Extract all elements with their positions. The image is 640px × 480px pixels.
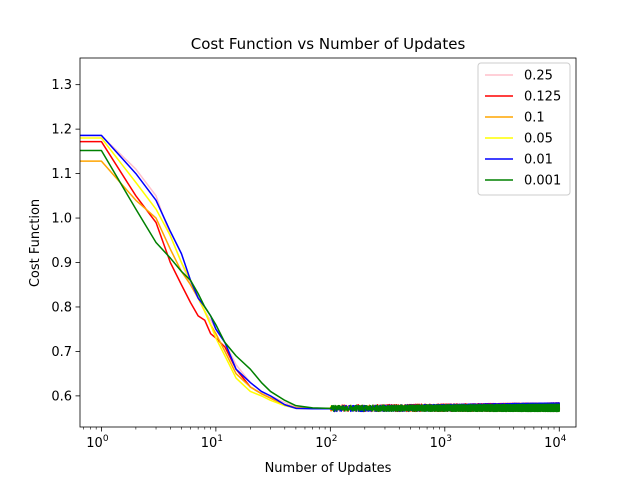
plot-area <box>79 57 577 428</box>
y-tick-label: 0.8 <box>51 300 72 315</box>
y-tick-label: 0.6 <box>51 389 72 404</box>
legend: 0.25 0.125 0.1 0.05 0.01 0.001 <box>477 62 571 196</box>
y-axis: 0.6 0.7 0.8 0.9 1.0 1.1 1.2 1.3 <box>51 78 80 404</box>
y-tick-label: 1.0 <box>51 212 72 227</box>
legend-label: 0.05 <box>524 132 553 147</box>
y-tick-label: 1.1 <box>51 167 72 182</box>
x-tick-exponent: 3 <box>446 434 452 444</box>
x-tick-exponent: 4 <box>561 434 567 444</box>
series-line-0.001 <box>80 149 561 413</box>
legend-label: 0.01 <box>524 153 553 168</box>
x-axis-label: Number of Updates <box>265 461 392 476</box>
plot-frame <box>79 57 577 428</box>
legend-label: 0.001 <box>524 174 561 189</box>
y-tick-label: 0.7 <box>51 345 72 360</box>
x-tick-exponent: 2 <box>332 434 338 444</box>
legend-label: 0.1 <box>524 111 545 126</box>
legend-label: 0.125 <box>524 90 561 105</box>
y-tick-label: 1.3 <box>51 78 72 93</box>
y-axis-label: Cost Function <box>28 199 43 287</box>
legend-label: 0.25 <box>524 69 553 84</box>
chart-title: Cost Function vs Number of Updates <box>191 35 466 53</box>
x-tick-exponent: 0 <box>103 434 109 444</box>
y-tick-label: 1.2 <box>51 123 72 138</box>
y-tick-label: 0.9 <box>51 256 72 271</box>
x-tick-exponent: 1 <box>217 434 223 444</box>
series-group <box>80 134 561 413</box>
